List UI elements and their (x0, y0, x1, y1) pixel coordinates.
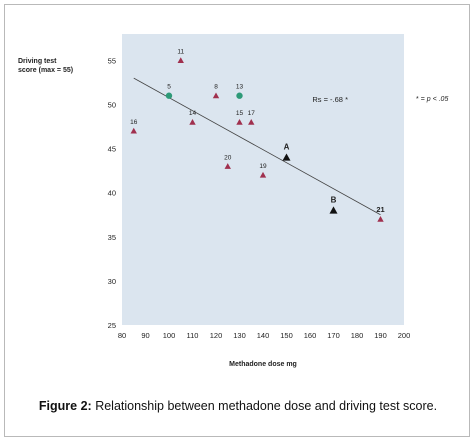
correlation-annotation: Rs = -.68 * (312, 95, 348, 104)
x-tick-label: 150 (280, 331, 293, 340)
data-point (282, 153, 291, 161)
x-tick-label: 100 (163, 331, 176, 340)
y-tick-label: 45 (108, 145, 116, 154)
point-label: 14 (189, 110, 197, 117)
y-axis-title-line1: Driving test (18, 58, 57, 65)
data-point (165, 92, 173, 99)
point-label: 11 (177, 48, 184, 55)
y-tick-label: 30 (108, 277, 116, 286)
x-tick-label: 110 (187, 331, 199, 340)
point-label: B (331, 195, 337, 204)
x-tick-label: 160 (304, 331, 317, 340)
significance-note: * = p < .05 (416, 96, 448, 103)
note-p-value: p < .05 (426, 96, 449, 103)
x-axis-title: Methadone dose mg (229, 361, 297, 368)
y-tick-label: 35 (108, 233, 116, 242)
x-tick-label: 80 (118, 331, 126, 340)
y-tick-label: 25 (108, 321, 116, 330)
point-label: 19 (259, 163, 267, 170)
y-axis-title: Driving test score (max = 55) (18, 57, 73, 75)
data-point (248, 118, 255, 125)
figure-caption-text: Relationship between methadone dose and … (95, 399, 438, 413)
y-tick-label: 40 (108, 189, 116, 198)
note-equals: = (420, 96, 425, 103)
point-label: 13 (236, 84, 244, 91)
note-star: * (416, 96, 419, 103)
x-tick-label: 200 (398, 331, 411, 340)
point-label: 17 (248, 110, 256, 117)
y-axis-title-line2: score (max = 55) (18, 67, 74, 74)
figure-label: Figure 2: (38, 399, 92, 413)
y-tick-label: 55 (108, 56, 116, 65)
x-tick-label: 190 (374, 331, 387, 340)
point-label: 16 (130, 119, 138, 126)
point-label: 21 (376, 205, 384, 214)
x-tick-label: 90 (141, 331, 149, 340)
y-tick-label: 50 (108, 101, 116, 110)
figure-caption: Figure 2: Relationship between methadone… (0, 399, 476, 413)
x-tick-label: 170 (327, 331, 340, 340)
data-point (189, 118, 196, 125)
x-tick-label: 130 (233, 331, 246, 340)
plot-area (122, 34, 404, 325)
data-point (377, 215, 384, 222)
data-point (177, 57, 184, 64)
data-point (212, 92, 220, 99)
trend-line (133, 77, 381, 216)
point-label: 15 (236, 110, 244, 117)
x-tick-label: 180 (351, 331, 364, 340)
data-point (224, 163, 231, 169)
data-point (259, 171, 267, 178)
point-label: 8 (214, 84, 218, 91)
point-label: 20 (224, 154, 232, 161)
point-label: A (284, 142, 290, 151)
data-point (329, 206, 338, 214)
x-tick-label: 120 (210, 331, 223, 340)
point-label: 5 (167, 84, 171, 91)
data-point (236, 92, 243, 99)
data-point (130, 127, 137, 134)
x-tick-label: 140 (257, 331, 270, 340)
data-point (236, 118, 243, 125)
